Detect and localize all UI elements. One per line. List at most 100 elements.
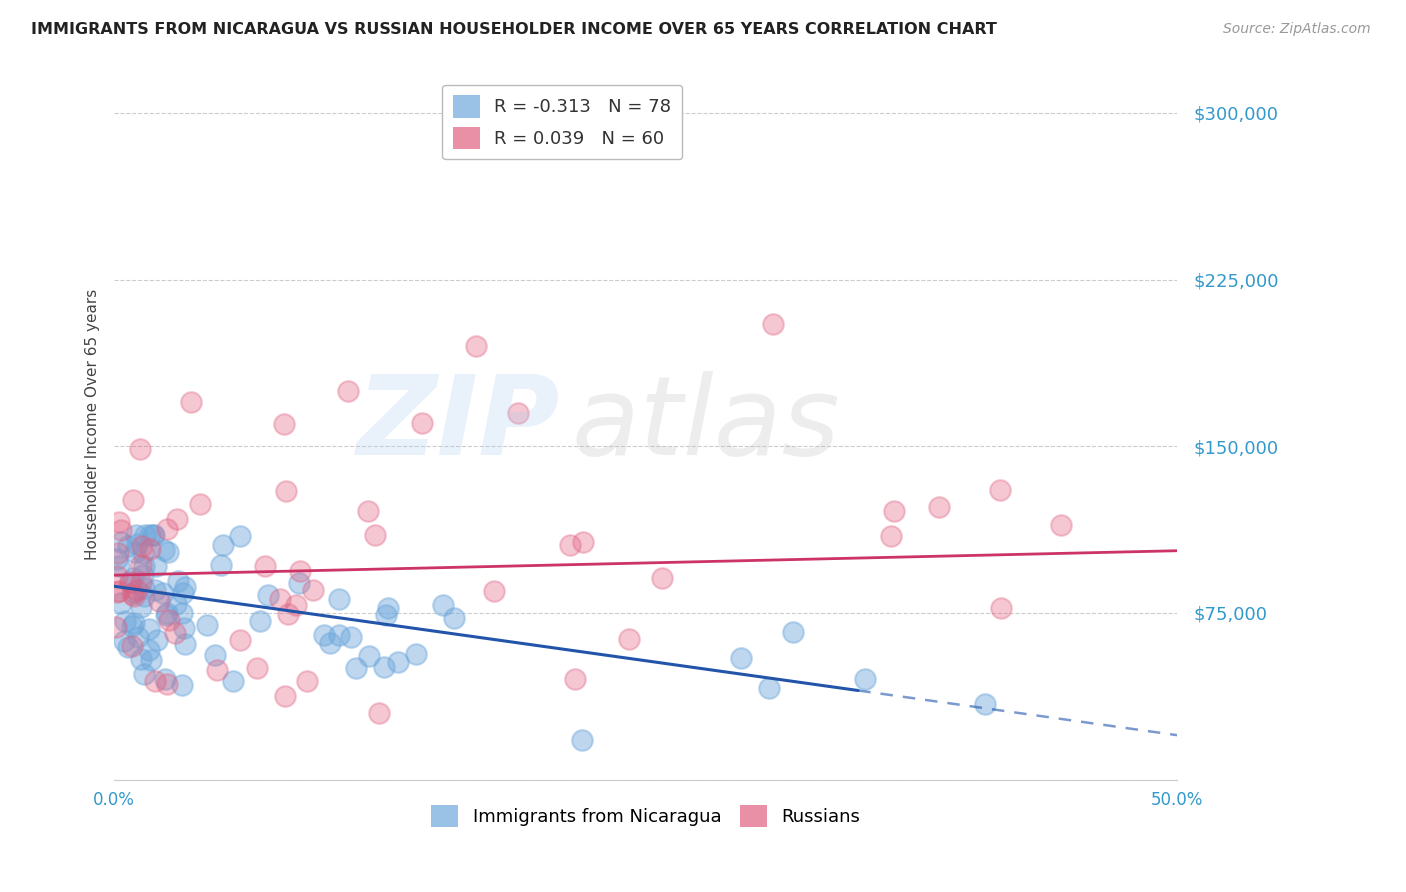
Point — [152, 585, 174, 599]
Point — [170, 678, 193, 692]
Point — [156, 545, 179, 559]
Point — [134, 559, 156, 574]
Point — [110, 596, 132, 610]
Point — [762, 317, 785, 331]
Point — [207, 664, 229, 678]
Point — [124, 615, 146, 630]
Point — [121, 639, 143, 653]
Point — [375, 607, 398, 622]
Point — [157, 614, 180, 628]
Point — [328, 592, 350, 607]
Point — [153, 672, 176, 686]
Point — [156, 522, 179, 536]
Point — [172, 607, 194, 621]
Point — [364, 528, 387, 542]
Point — [883, 504, 905, 518]
Point — [276, 483, 298, 498]
Point — [344, 660, 367, 674]
Point — [209, 558, 232, 572]
Point — [129, 574, 152, 589]
Point — [782, 625, 804, 640]
Point — [432, 598, 454, 612]
Point — [165, 597, 187, 611]
Point — [107, 552, 129, 566]
Point — [125, 528, 148, 542]
Point — [443, 611, 465, 625]
Point — [121, 587, 143, 601]
Point — [108, 558, 131, 573]
Point — [146, 633, 169, 648]
Point — [131, 567, 153, 582]
Point — [132, 581, 155, 595]
Point — [173, 621, 195, 635]
Point — [125, 582, 148, 597]
Point — [127, 631, 149, 645]
Point — [405, 647, 427, 661]
Point — [758, 681, 780, 696]
Point — [564, 672, 586, 686]
Point — [105, 585, 128, 599]
Text: Source: ZipAtlas.com: Source: ZipAtlas.com — [1223, 22, 1371, 37]
Point — [166, 512, 188, 526]
Point — [131, 539, 153, 553]
Point — [357, 504, 380, 518]
Point — [121, 493, 143, 508]
Legend: Immigrants from Nicaragua, Russians: Immigrants from Nicaragua, Russians — [425, 798, 868, 835]
Point — [153, 543, 176, 558]
Point — [249, 615, 271, 629]
Point — [290, 564, 312, 578]
Point — [105, 568, 128, 582]
Point — [124, 589, 146, 603]
Point — [411, 416, 433, 430]
Point — [120, 574, 142, 589]
Point — [373, 660, 395, 674]
Point — [156, 606, 179, 620]
Point — [560, 538, 582, 552]
Point — [368, 706, 391, 720]
Point — [180, 395, 202, 409]
Point — [155, 607, 177, 622]
Point — [277, 607, 299, 621]
Point — [108, 584, 131, 599]
Point — [302, 582, 325, 597]
Point — [284, 598, 307, 612]
Point — [988, 483, 1011, 497]
Point — [571, 732, 593, 747]
Point — [314, 628, 336, 642]
Point — [117, 539, 139, 553]
Point — [129, 558, 152, 572]
Point — [165, 626, 187, 640]
Point — [156, 677, 179, 691]
Point — [114, 615, 136, 629]
Point — [464, 339, 486, 353]
Point — [359, 648, 381, 663]
Point — [172, 586, 194, 600]
Point — [139, 528, 162, 542]
Point — [571, 534, 593, 549]
Point — [246, 661, 269, 675]
Point — [166, 574, 188, 588]
Point — [1050, 518, 1073, 533]
Point — [211, 538, 233, 552]
Text: IMMIGRANTS FROM NICARAGUA VS RUSSIAN HOUSEHOLDER INCOME OVER 65 YEARS CORRELATIO: IMMIGRANTS FROM NICARAGUA VS RUSSIAN HOU… — [31, 22, 997, 37]
Point — [138, 643, 160, 657]
Point — [141, 653, 163, 667]
Point — [174, 637, 197, 651]
Point — [110, 523, 132, 537]
Point — [129, 651, 152, 665]
Point — [143, 528, 166, 542]
Point — [129, 599, 152, 614]
Point — [228, 528, 250, 542]
Point — [222, 674, 245, 689]
Point — [254, 559, 277, 574]
Point — [122, 585, 145, 599]
Point — [482, 584, 505, 599]
Point — [105, 620, 128, 634]
Point — [990, 600, 1012, 615]
Point — [879, 528, 901, 542]
Point — [328, 627, 350, 641]
Point — [730, 650, 752, 665]
Point — [121, 571, 143, 585]
Point — [287, 576, 309, 591]
Point — [107, 546, 129, 560]
